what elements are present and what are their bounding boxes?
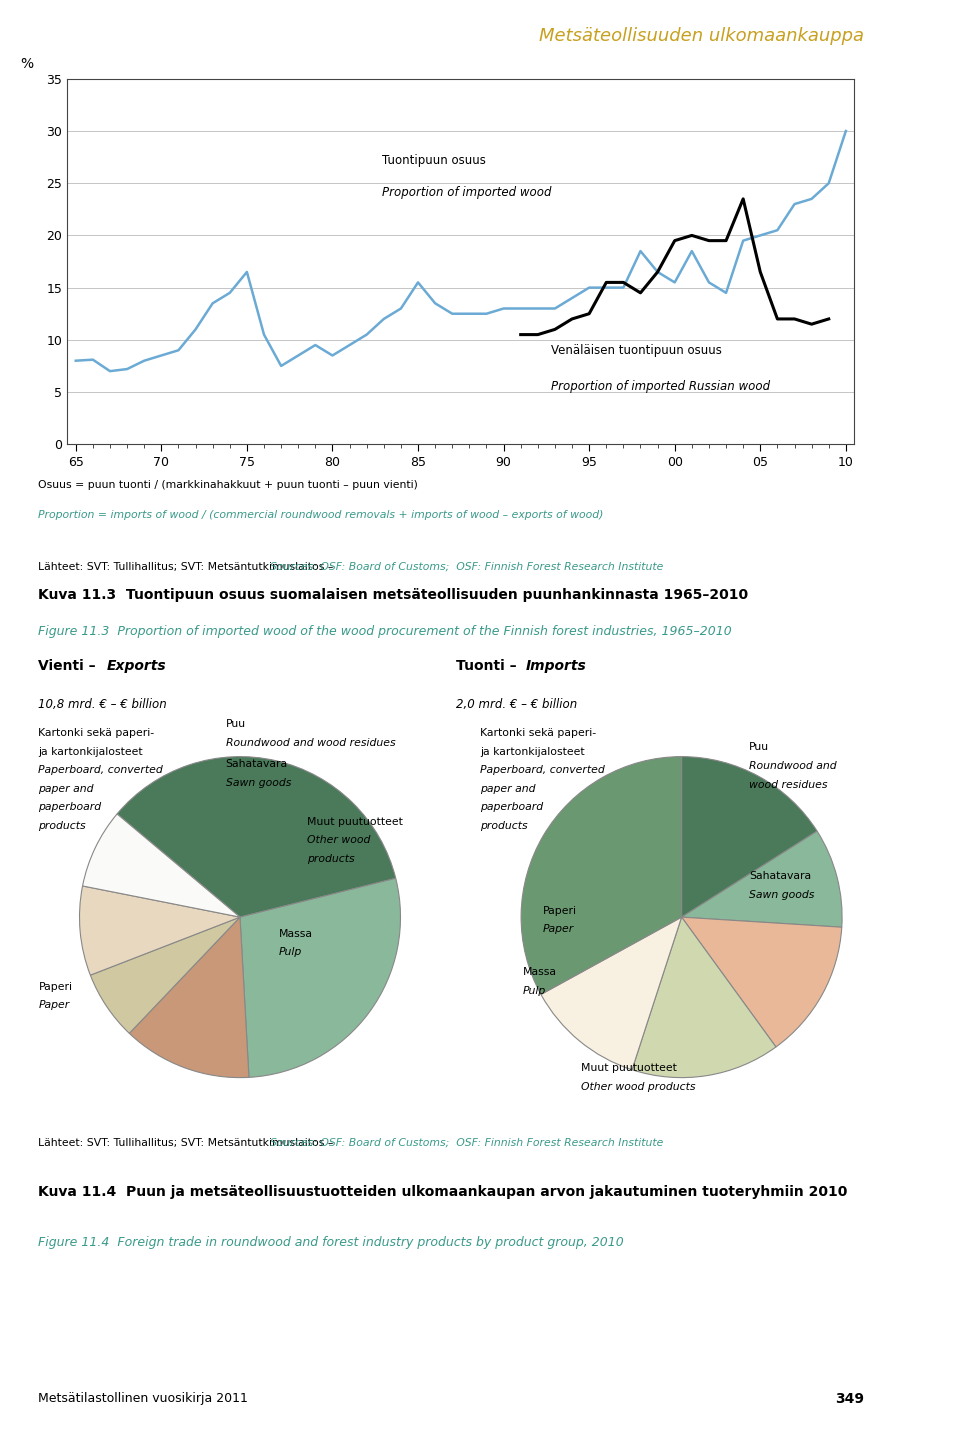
Text: Figure 11.4  Foreign trade in roundwood and forest industry products by product : Figure 11.4 Foreign trade in roundwood a…: [38, 1235, 624, 1248]
Text: Other wood: Other wood: [307, 835, 371, 845]
Text: ja kartonkijalosteet: ja kartonkijalosteet: [38, 747, 143, 757]
Text: Kartonki sekä paperi-: Kartonki sekä paperi-: [38, 728, 155, 738]
Wedge shape: [80, 886, 240, 976]
Text: Muut puutuotteet: Muut puutuotteet: [581, 1063, 677, 1073]
Wedge shape: [540, 917, 682, 1070]
Text: Massa: Massa: [523, 967, 557, 977]
Text: paper and: paper and: [480, 784, 536, 794]
Text: 10,8 mrd. € – € billion: 10,8 mrd. € – € billion: [38, 698, 167, 711]
Text: Sawn goods: Sawn goods: [749, 890, 814, 900]
Text: Massa: Massa: [278, 929, 312, 939]
Text: II: II: [901, 44, 918, 64]
Text: Sources: OSF: Board of Customs;  OSF: Finnish Forest Research Institute: Sources: OSF: Board of Customs; OSF: Fin…: [270, 1138, 663, 1148]
Text: Metsäteollisuuden ulkomaankauppa: Metsäteollisuuden ulkomaankauppa: [539, 27, 864, 44]
Text: Sahatavara: Sahatavara: [749, 871, 811, 881]
Text: 2,0 mrd. € – € billion: 2,0 mrd. € – € billion: [456, 698, 577, 711]
Text: 349: 349: [835, 1391, 864, 1406]
Text: Pulp: Pulp: [278, 947, 301, 957]
Text: products: products: [480, 821, 528, 831]
Wedge shape: [521, 757, 682, 995]
Text: paperboard: paperboard: [38, 802, 102, 813]
Text: products: products: [307, 854, 355, 864]
Text: Imports: Imports: [525, 659, 586, 674]
Text: Kartonki sekä paperi-: Kartonki sekä paperi-: [480, 728, 596, 738]
Text: Paperboard, converted: Paperboard, converted: [480, 765, 605, 775]
Wedge shape: [682, 917, 842, 1048]
Text: paperboard: paperboard: [480, 802, 543, 813]
Text: products: products: [38, 821, 86, 831]
Text: Pulp: Pulp: [523, 986, 546, 996]
Text: Proportion = imports of wood / (commercial roundwood removals + imports of wood : Proportion = imports of wood / (commerci…: [38, 510, 604, 520]
Text: Kuva 11.4  Puun ja metsäteollisuustuotteiden ulkomaankaupan arvon jakautuminen t: Kuva 11.4 Puun ja metsäteollisuustuottei…: [38, 1185, 848, 1199]
Text: Lähteet: SVT: Tullihallitus; SVT: Metsäntutkimuslaitos –: Lähteet: SVT: Tullihallitus; SVT: Metsän…: [38, 1138, 337, 1148]
Text: Metsätilastollinen vuosikirja 2011: Metsätilastollinen vuosikirja 2011: [38, 1391, 249, 1406]
Wedge shape: [90, 917, 240, 1033]
Text: wood residues: wood residues: [749, 780, 828, 790]
Text: Paperi: Paperi: [38, 982, 72, 992]
Text: Other wood products: Other wood products: [581, 1082, 695, 1092]
Text: Paperi: Paperi: [542, 906, 576, 916]
Wedge shape: [682, 831, 842, 927]
Text: Paper: Paper: [38, 1000, 70, 1010]
Wedge shape: [682, 757, 817, 917]
Wedge shape: [83, 814, 240, 917]
Wedge shape: [130, 917, 249, 1078]
Text: Exports: Exports: [107, 659, 166, 674]
Text: Proportion of imported Russian wood: Proportion of imported Russian wood: [551, 380, 771, 393]
Text: Kuva 11.3  Tuontipuun osuus suomalaisen metsäteollisuuden puunhankinnasta 1965–2: Kuva 11.3 Tuontipuun osuus suomalaisen m…: [38, 588, 749, 602]
Wedge shape: [240, 878, 400, 1078]
Wedge shape: [632, 917, 776, 1078]
Text: Roundwood and: Roundwood and: [749, 761, 836, 771]
Text: Paper: Paper: [542, 924, 574, 934]
Text: Osuus = puun tuonti / (markkinahakkuut + puun tuonti – puun vienti): Osuus = puun tuonti / (markkinahakkuut +…: [38, 480, 419, 490]
Text: Muut puutuotteet: Muut puutuotteet: [307, 817, 403, 827]
Text: ja kartonkijalosteet: ja kartonkijalosteet: [480, 747, 585, 757]
Text: Sources: OSF: Board of Customs;  OSF: Finnish Forest Research Institute: Sources: OSF: Board of Customs; OSF: Fin…: [270, 562, 663, 572]
Text: Figure 11.3  Proportion of imported wood of the wood procurement of the Finnish : Figure 11.3 Proportion of imported wood …: [38, 625, 732, 638]
Text: Vienti –: Vienti –: [38, 659, 101, 674]
Text: Roundwood and wood residues: Roundwood and wood residues: [226, 738, 396, 748]
Text: Sahatavara: Sahatavara: [226, 759, 288, 770]
Text: Venäläisen tuontipuun osuus: Venäläisen tuontipuun osuus: [551, 344, 722, 357]
Text: %: %: [20, 57, 33, 70]
Text: Sawn goods: Sawn goods: [226, 778, 291, 788]
Text: Tuontipuun osuus: Tuontipuun osuus: [382, 153, 486, 166]
Text: Proportion of imported wood: Proportion of imported wood: [382, 186, 552, 199]
Text: Puu: Puu: [749, 742, 769, 752]
Text: Tuonti –: Tuonti –: [456, 659, 521, 674]
Text: Puu: Puu: [226, 719, 246, 729]
Wedge shape: [117, 757, 396, 917]
Text: Lähteet: SVT: Tullihallitus; SVT: Metsäntutkimuslaitos –: Lähteet: SVT: Tullihallitus; SVT: Metsän…: [38, 562, 337, 572]
Text: Paperboard, converted: Paperboard, converted: [38, 765, 163, 775]
Text: paper and: paper and: [38, 784, 94, 794]
